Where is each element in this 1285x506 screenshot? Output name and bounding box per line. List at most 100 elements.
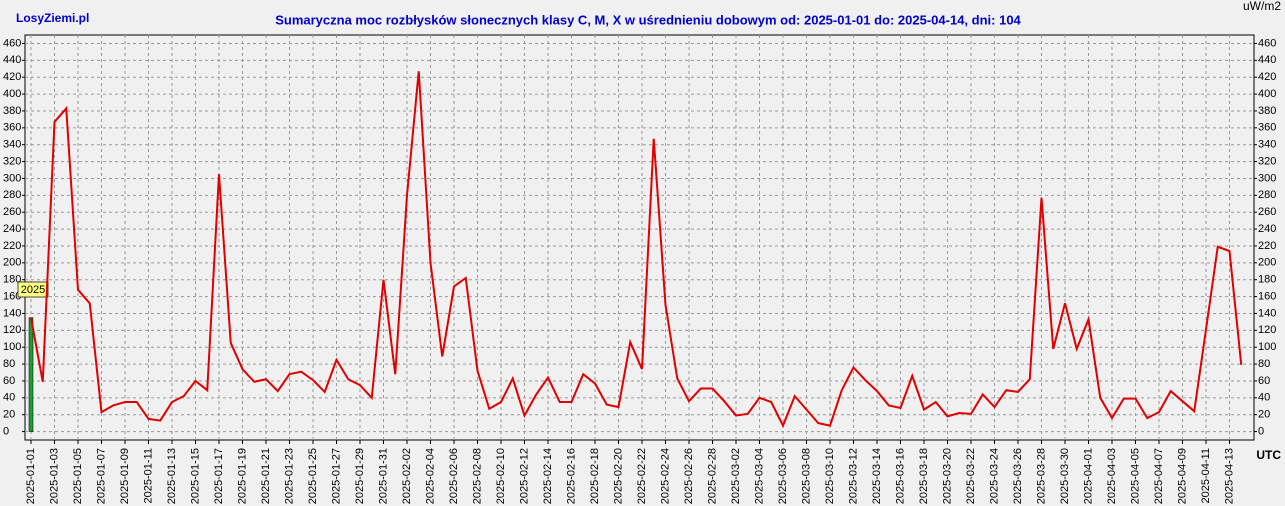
x-tick-label: 2025-02-24 <box>659 448 671 504</box>
y-tick-label: 40 <box>3 392 15 404</box>
x-tick-label: 2025-01-11 <box>142 448 154 503</box>
chart-title: Sumaryczna moc rozbłysków słonecznych kl… <box>275 12 1021 27</box>
y2-tick-label: 120 <box>1258 324 1276 336</box>
x-tick-label: 2025-02-20 <box>612 448 624 504</box>
x-tick-label: 2025-02-04 <box>424 448 436 504</box>
x-tick-label: 2025-02-22 <box>636 448 648 504</box>
x-unit: UTC <box>1256 448 1281 462</box>
y-tick-label: 440 <box>3 54 21 66</box>
x-tick-label: 2025-01-19 <box>236 448 248 504</box>
plot-frame <box>24 34 1255 441</box>
y-tick-label: 420 <box>3 71 21 83</box>
y-tick-label: 280 <box>3 189 21 201</box>
y2-tick-label: 380 <box>1258 105 1276 117</box>
x-tick-label: 2025-03-24 <box>988 448 1000 504</box>
x-tick-label: 2025-03-22 <box>965 448 977 504</box>
y-tick-label: 140 <box>3 307 21 319</box>
y2-tick-label: 280 <box>1258 189 1276 201</box>
x-tick-label: 2025-04-09 <box>1176 448 1188 504</box>
x-tick-label: 2025-02-06 <box>448 448 460 504</box>
year-marker-box <box>17 281 49 298</box>
data-line <box>30 71 1243 429</box>
y-tick-label: 460 <box>3 37 21 49</box>
x-tick-label: 2025-04-05 <box>1129 448 1141 504</box>
y-tick-label: 60 <box>3 375 15 387</box>
y-tick-label: 120 <box>3 324 21 336</box>
x-tick-label: 2025-03-12 <box>847 448 859 504</box>
y2-tick-label: 260 <box>1258 206 1276 218</box>
x-tick-label: 2025-01-27 <box>330 448 342 504</box>
y2-tick-label: 160 <box>1258 290 1276 302</box>
x-tick-label: 2025-01-07 <box>95 448 107 504</box>
x-tick-label: 2025-03-14 <box>871 448 883 504</box>
x-tick-label: 2025-02-14 <box>542 448 554 504</box>
y2-tick-label: 80 <box>1258 358 1270 370</box>
x-tick-label: 2025-01-25 <box>307 448 319 504</box>
y2-tick-label: 240 <box>1258 223 1276 235</box>
y-tick-label: 360 <box>3 122 21 134</box>
x-tick-label: 2025-01-03 <box>48 448 60 504</box>
y-tick-label: 260 <box>3 206 21 218</box>
x-tick-label: 2025-01-05 <box>72 448 84 504</box>
x-tick-label: 2025-03-20 <box>941 448 953 504</box>
y2-tick-label: 180 <box>1258 274 1276 286</box>
y-tick-label: 240 <box>3 223 21 235</box>
y2-tick-label: 360 <box>1258 122 1276 134</box>
y2-tick-label: 140 <box>1258 307 1276 319</box>
y-tick-label: 80 <box>3 358 15 370</box>
x-tick-label: 2025-01-23 <box>283 448 295 504</box>
year-marker-bar <box>28 317 34 432</box>
x-tick-label: 2025-03-04 <box>753 448 765 504</box>
y2-tick-label: 440 <box>1258 54 1276 66</box>
y2-tick-label: 20 <box>1258 409 1270 421</box>
x-tick-label: 2025-02-26 <box>683 448 695 504</box>
y2-tick-label: 300 <box>1258 172 1276 184</box>
x-tick-label: 2025-01-21 <box>260 448 272 504</box>
x-tick-label: 2025-03-06 <box>777 448 789 504</box>
y-tick-label: 320 <box>3 155 21 167</box>
x-tick-label: 2025-03-08 <box>800 448 812 504</box>
x-tick-label: 2025-03-28 <box>1035 448 1047 504</box>
x-tick-label: 2025-04-01 <box>1082 448 1094 504</box>
x-tick-label: 2025-03-10 <box>824 448 836 504</box>
x-tick-label: 2025-01-17 <box>213 448 225 504</box>
x-tick-label: 2025-03-30 <box>1059 448 1071 504</box>
y-tick-label: 400 <box>3 88 21 100</box>
y2-tick-label: 220 <box>1258 240 1276 252</box>
y2-tick-label: 400 <box>1258 88 1276 100</box>
x-tick-label: 2025-01-13 <box>166 448 178 504</box>
x-tick-label: 2025-03-16 <box>894 448 906 504</box>
y2-tick-label: 460 <box>1258 37 1276 49</box>
y2-tick-label: 340 <box>1258 139 1276 151</box>
site-name: LosyZiemi.pl <box>16 11 89 25</box>
x-tick-label: 2025-01-31 <box>377 448 389 504</box>
x-tick-label: 2025-02-10 <box>495 448 507 504</box>
x-tick-label: 2025-02-02 <box>401 448 413 504</box>
x-tick-label: 2025-02-12 <box>518 448 530 504</box>
y-tick-label: 220 <box>3 240 21 252</box>
x-tick-label: 2025-04-03 <box>1106 448 1118 504</box>
y-tick-label: 200 <box>3 257 21 269</box>
y-tick-label: 100 <box>3 341 21 353</box>
y-unit: uW/m2 <box>1243 0 1281 13</box>
year-marker-label: 2025 <box>21 284 45 296</box>
y2-tick-label: 420 <box>1258 71 1276 83</box>
y2-tick-label: 40 <box>1258 392 1270 404</box>
y2-tick-label: 60 <box>1258 375 1270 387</box>
x-tick-label: 2025-04-13 <box>1223 448 1235 504</box>
y-tick-label: 180 <box>3 274 21 286</box>
y2-tick-label: 320 <box>1258 155 1276 167</box>
x-tick-label: 2025-01-01 <box>25 448 37 504</box>
x-tick-label: 2025-01-09 <box>119 448 131 504</box>
x-tick-label: 2025-02-08 <box>471 448 483 504</box>
x-tick-label: 2025-04-11 <box>1200 448 1212 503</box>
y-tick-label: 380 <box>3 105 21 117</box>
y-tick-label: 160 <box>3 290 21 302</box>
x-tick-label: 2025-01-29 <box>354 448 366 504</box>
x-tick-label: 2025-02-28 <box>706 448 718 504</box>
y-tick-label: 0 <box>3 425 9 437</box>
y-tick-label: 340 <box>3 139 21 151</box>
x-tick-label: 2025-03-26 <box>1012 448 1024 504</box>
y2-tick-label: 100 <box>1258 341 1276 353</box>
